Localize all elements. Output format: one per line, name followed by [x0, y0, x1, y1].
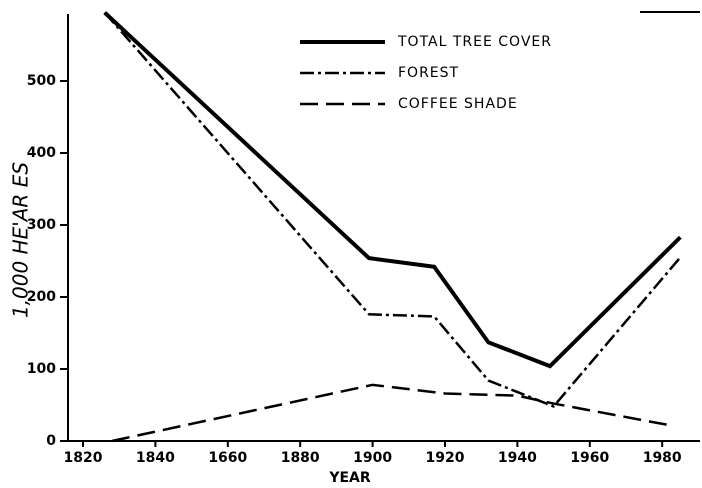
- x-axis-label: YEAR: [328, 470, 371, 486]
- x-tick-label: 1880: [281, 450, 320, 466]
- legend-label: COFFEE SHADE: [398, 96, 518, 112]
- y-tick-label: 200: [27, 289, 56, 305]
- y-tick-label: 400: [27, 145, 56, 161]
- x-tick-label: 1900: [353, 450, 392, 466]
- x-tick-label: 1660: [208, 450, 247, 466]
- y-tick-label: 100: [27, 361, 56, 377]
- x-tick-label: 1980: [643, 450, 682, 466]
- series-line: [111, 383, 670, 443]
- x-tick-label: 1840: [136, 450, 175, 466]
- legend-label: TOTAL TREE COVER: [397, 34, 552, 50]
- y-tick-label: 500: [27, 73, 56, 89]
- x-tick-label: 1960: [570, 450, 609, 466]
- y-axis-label: 1,000 HE'AR ES: [9, 162, 33, 318]
- series-line: [103, 11, 682, 408]
- legend-label: FOREST: [398, 65, 459, 81]
- x-tick-label: 1940: [498, 450, 537, 466]
- y-tick-label: 300: [27, 217, 56, 233]
- series-line: [103, 11, 682, 369]
- x-tick-label: 1920: [426, 450, 465, 466]
- y-tick-label: 0: [46, 433, 56, 449]
- x-tick-label: 1820: [64, 450, 103, 466]
